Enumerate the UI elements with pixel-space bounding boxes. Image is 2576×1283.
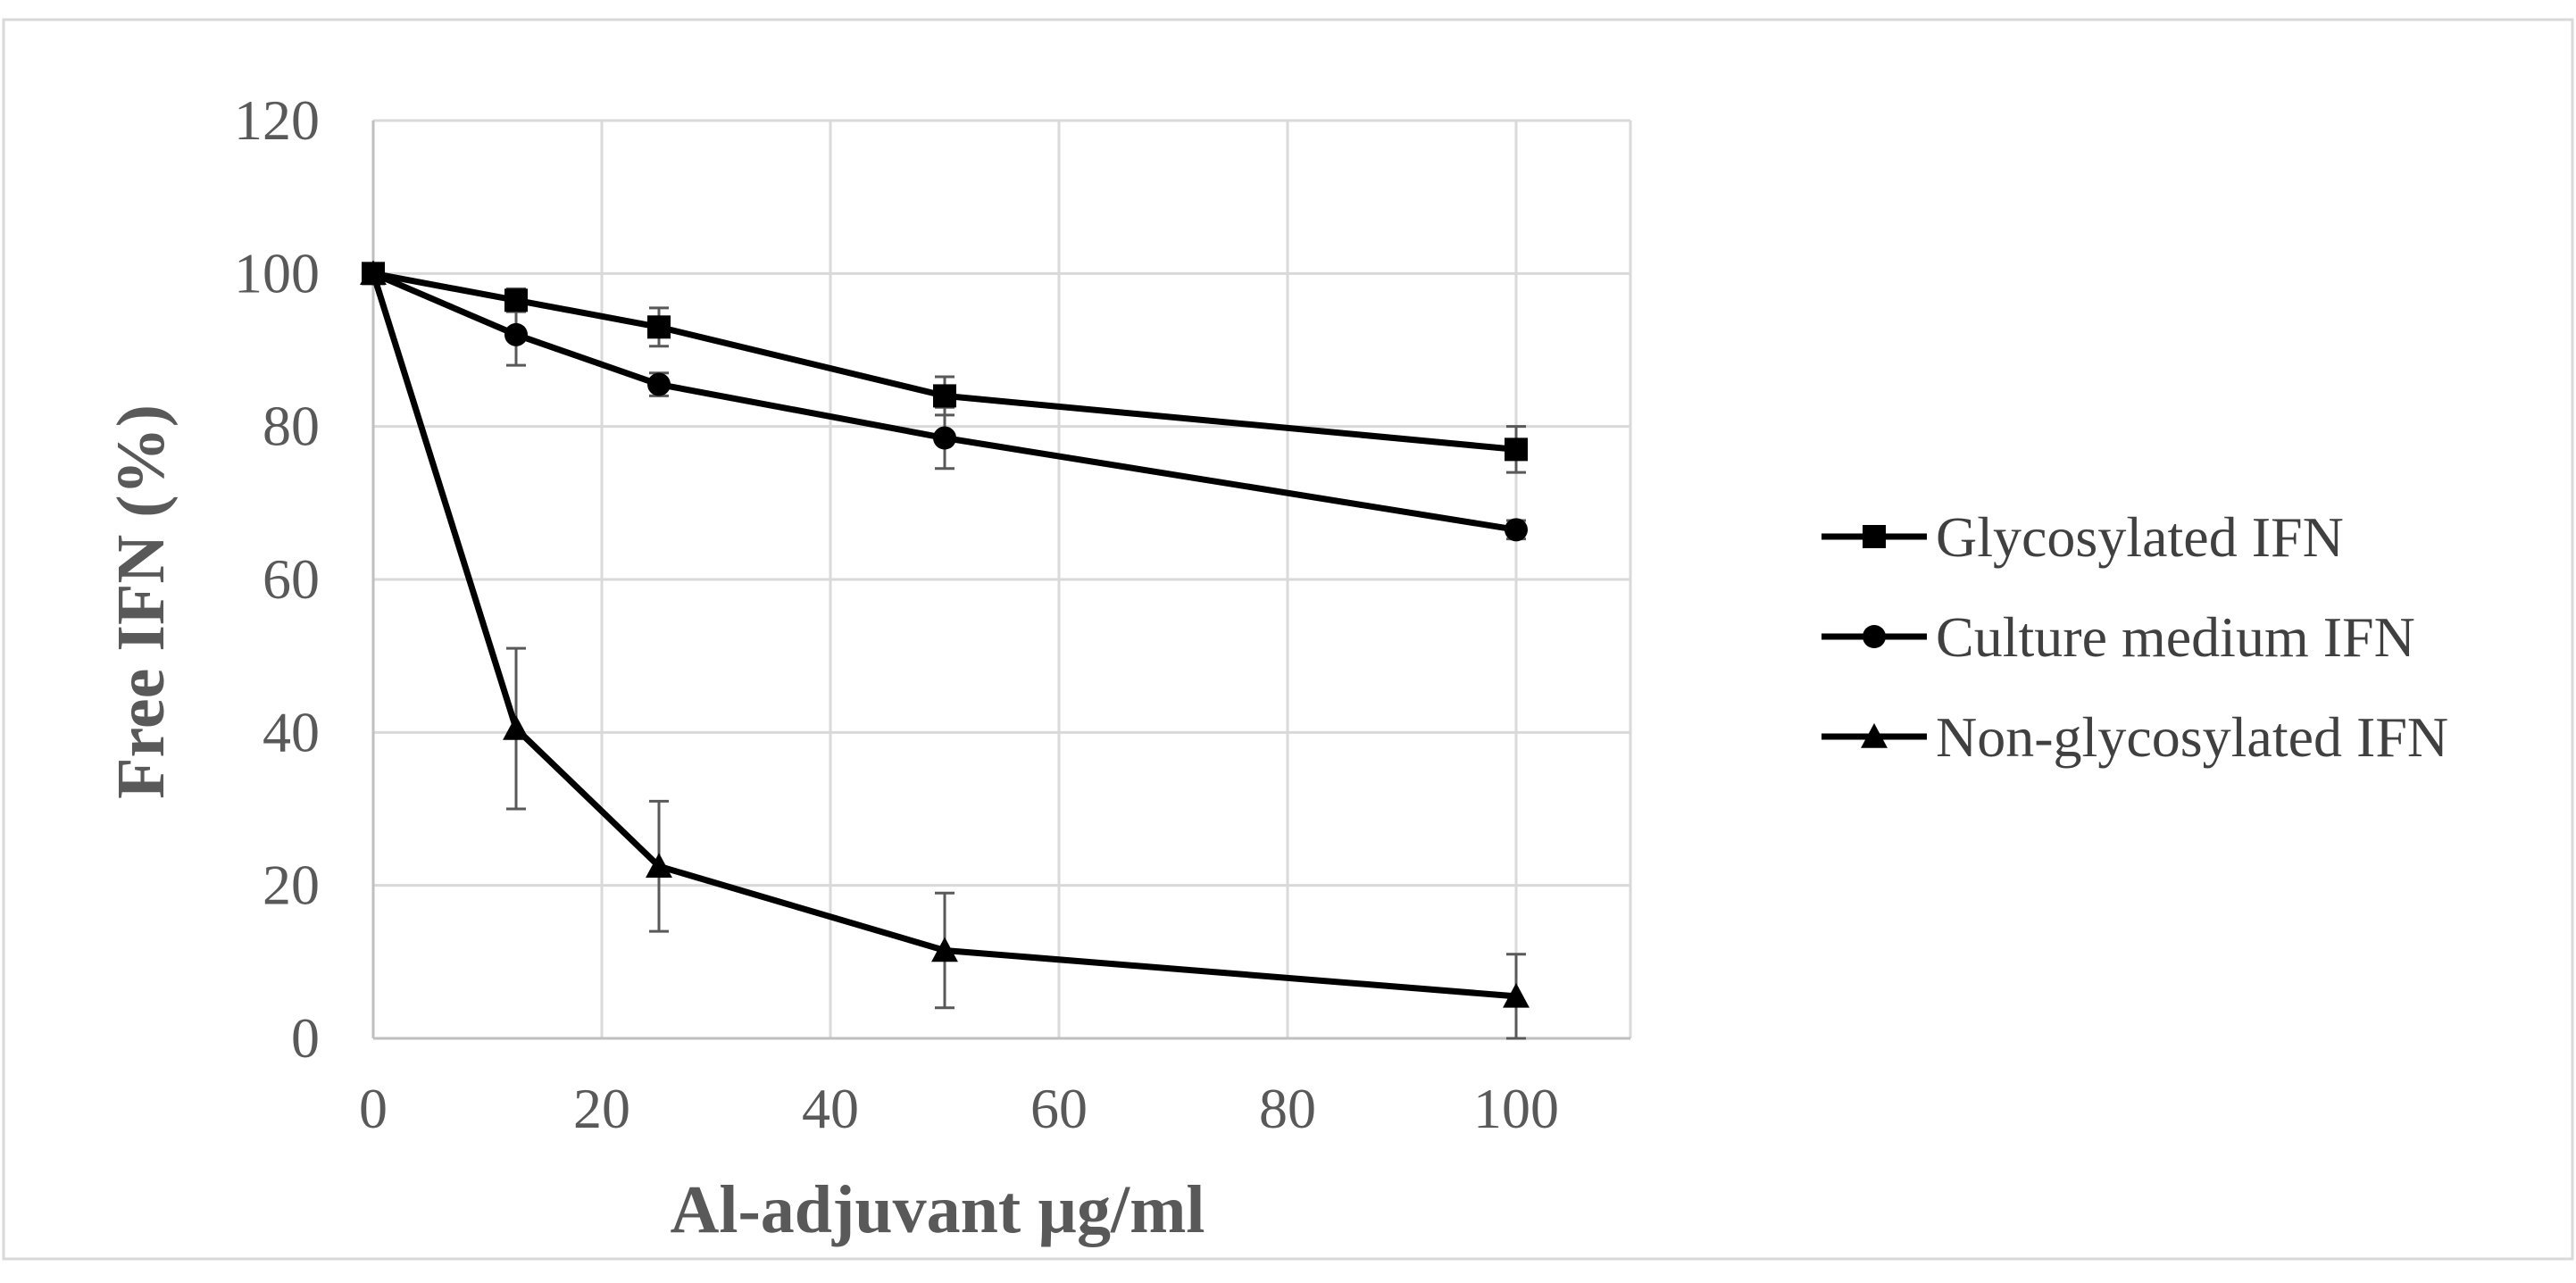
y-tick-label: 120: [234, 88, 320, 152]
y-tick-label: 100: [234, 241, 320, 304]
x-tick-label: 60: [1030, 1077, 1088, 1140]
glycosylated-ifn-point: [1505, 437, 1528, 462]
non-glycosylated-ifn-point: [646, 853, 672, 878]
y-axis-title: Free IFN (%): [104, 404, 179, 799]
y-tick-label: 60: [263, 547, 320, 611]
culture-medium-ifn-point: [1505, 518, 1528, 542]
glycosylated-ifn-point: [504, 288, 528, 312]
glycosylated-ifn-point: [933, 384, 956, 408]
y-tick-label: 80: [263, 395, 320, 458]
non-glycosylated-ifn-point: [360, 260, 387, 286]
grid-layer: [373, 119, 1632, 1038]
y-tick-label: 0: [291, 1006, 320, 1070]
legend: Glycosylated IFN Culture medium IFN Non-gl…: [1822, 505, 2448, 769]
x-tick-label: 0: [359, 1077, 388, 1140]
non-glycosylated-ifn-point: [503, 715, 529, 740]
x-tick-label: 20: [573, 1077, 630, 1140]
y-tick-label: 20: [263, 854, 320, 917]
x-tick-label: 40: [802, 1077, 859, 1140]
x-tick-label: 100: [1473, 1077, 1559, 1140]
legend-marker-non-glycosylated-ifn: [1861, 723, 1888, 748]
legend-label-non-glycosylated-ifn: Non-glycosylated IFN: [1936, 705, 2448, 769]
legend-marker-culture-medium-ifn: [1863, 625, 1886, 648]
y-tick-label: 40: [263, 700, 320, 763]
culture-medium-ifn-point: [933, 426, 956, 450]
legend-label-glycosylated-ifn: Glycosylated IFN: [1936, 505, 2344, 569]
series-layer: [360, 260, 1530, 1008]
culture-medium-ifn-point: [504, 322, 528, 346]
non-glycosylated-ifn-point: [1503, 982, 1530, 1008]
x-axis-title: Al-adjuvant µg/ml: [670, 1172, 1205, 1247]
culture-medium-ifn-point: [647, 372, 671, 396]
x-tick-label: 80: [1259, 1077, 1316, 1140]
glycosylated-ifn-point: [647, 315, 671, 339]
legend-marker-glycosylated-ifn: [1863, 525, 1886, 548]
legend-label-culture-medium-ifn: Culture medium IFN: [1936, 605, 2415, 669]
tick-label-layer: 0 20 40 60 80 100 120 0 20 40 60 80 100: [234, 88, 1559, 1140]
non-glycosylated-ifn-point: [931, 937, 958, 962]
